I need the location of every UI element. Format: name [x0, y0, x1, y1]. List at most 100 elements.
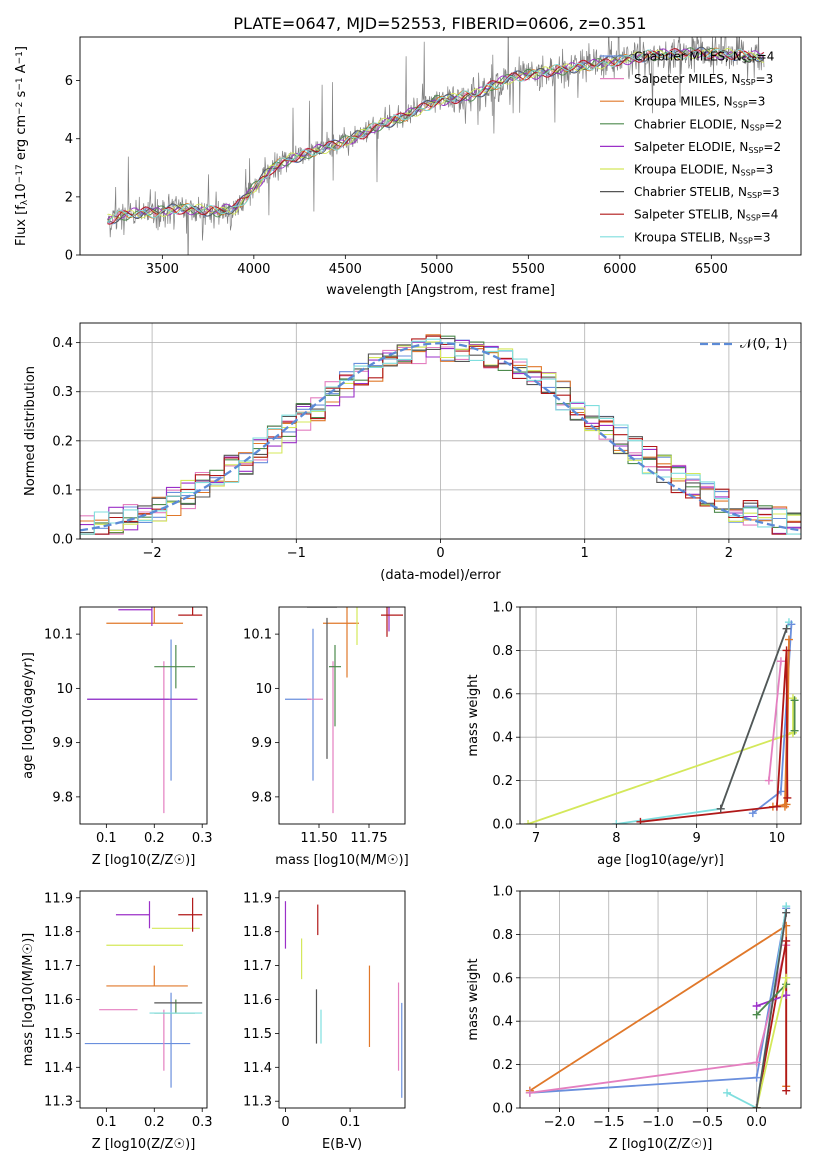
legend-label: 𝒩(0, 1) — [740, 337, 787, 352]
weight-line — [640, 650, 789, 823]
axes-frame — [79, 36, 802, 256]
legend-sub: SSP — [741, 78, 756, 87]
weight-marker — [525, 1088, 534, 1097]
axes-frame — [519, 606, 802, 825]
errorbar-point — [178, 897, 203, 932]
x-tick-label: −2 — [143, 546, 162, 561]
x-axis-label: Z [log10(Z/Z☉)] — [92, 1137, 196, 1152]
legend-sub: SSP — [741, 169, 756, 178]
y-tick-label: 11.9 — [44, 891, 73, 906]
x-tick-label: −1.5 — [593, 1115, 625, 1130]
weight-line — [616, 621, 790, 824]
label-part: s — [14, 90, 29, 101]
legend-sub: SSP — [738, 236, 753, 245]
spectrum-panel: 3500 4000 4500 5000 5500 6000 6500 0 2 4 6 Flux [fλ… — [14, 36, 802, 298]
weight-marker — [752, 1010, 761, 1019]
residuals-panel: −2 −1 0 1 2 0.0 0.1 0.2 0.3 0.4 (data-model)/error… — [23, 322, 802, 583]
weight-marker — [752, 1058, 761, 1067]
x-axis-label: (data-model)/error — [380, 568, 501, 583]
y-tick-label: 0.3 — [52, 385, 73, 400]
y-tick-label: 11.5 — [44, 1027, 73, 1042]
label-part: ] — [14, 46, 29, 51]
figure-title: PLATE=0647, MJD=52553, FIBERID=0606, z=0… — [233, 14, 646, 33]
errorbar-point — [323, 607, 359, 678]
y-tick-label: 0.2 — [492, 774, 513, 789]
legend-label: Salpeter ELODIE, NSSP=2 — [634, 140, 781, 155]
legend-name: Kroupa MILES, N — [634, 95, 733, 109]
axes-frame — [79, 322, 802, 540]
residual-histogram — [80, 338, 801, 539]
x-tick-label: 8 — [612, 831, 620, 846]
x-tick-label: 0.1 — [96, 831, 117, 846]
legend-name: Salpeter ELODIE, N — [634, 140, 748, 154]
legend-nssp: =3 — [756, 72, 774, 86]
y-tick-label: 9.8 — [52, 790, 73, 805]
y-axis-label: Normed distribution — [23, 366, 38, 496]
mass-vs-Z-panel: 0.1 0.2 0.3 11.3 11.4 11.5 11.6 11.7 11.8 11.9 Z [… — [21, 890, 213, 1152]
legend-nssp: =3 — [753, 230, 771, 244]
y-tick-label: 11.4 — [44, 1061, 73, 1076]
y-axis-label: mass weight — [466, 674, 481, 756]
legend-name: Salpeter STELIB, N — [634, 208, 746, 222]
legend-label: Kroupa MILES, NSSP=3 — [634, 95, 765, 110]
legend-label: Kroupa ELODIE, NSSP=3 — [634, 163, 773, 178]
weight-marker — [612, 820, 621, 824]
x-tick-label: 10 — [769, 831, 786, 846]
legend-nssp: =3 — [756, 163, 774, 177]
y-tick-label: 1.0 — [492, 885, 513, 900]
y-tick-label: 0.4 — [52, 336, 73, 351]
label-part: λ — [20, 199, 30, 205]
weight-marker — [782, 1086, 791, 1095]
legend-name: Chabrier ELODIE, N — [634, 117, 750, 131]
weight-marker — [723, 1088, 732, 1097]
legend-label: Salpeter STELIB, NSSP=4 — [634, 208, 778, 223]
x-tick-label: 0.3 — [192, 831, 213, 846]
label-part: −1 — [15, 51, 25, 64]
label-part: Flux [f — [14, 205, 29, 246]
y-tick-label: 0.6 — [492, 687, 513, 702]
y-tick-label: 6 — [65, 74, 73, 89]
weight-marker — [790, 696, 799, 705]
legend-sub: SSP — [746, 214, 761, 223]
legend-nssp: =3 — [762, 185, 780, 199]
age-vs-Z-panel: 0.1 0.2 0.3 9.8 9.9 10 10.1 Z [log10(Z/Z☉)] age … — [21, 606, 213, 868]
y-tick-label: 11.5 — [243, 1027, 272, 1042]
label-part: −17 — [15, 164, 25, 183]
legend-name: Kroupa ELODIE, N — [634, 163, 741, 177]
weight-marker — [764, 776, 773, 785]
legend-name: Kroupa STELIB, N — [634, 230, 738, 244]
y-tick-label: 11.8 — [243, 925, 272, 940]
mass-vs-EBV-panel: 0 0.1 11.3 11.4 11.5 11.6 11.7 11.8 11.9 E(B-V) — [243, 890, 406, 1152]
errorbar-plot-area — [84, 897, 203, 1088]
errorbar-plot-area — [285, 607, 403, 814]
y-tick-label: 2 — [65, 190, 73, 205]
x-tick-label: 0.1 — [96, 1115, 117, 1130]
x-tick-label: 0 — [436, 546, 444, 561]
weight-marker — [782, 936, 791, 945]
weight-marker — [772, 802, 781, 811]
legend-name: Salpeter MILES, N — [634, 72, 741, 86]
weight-marker — [787, 620, 796, 629]
weight-marker — [524, 820, 533, 824]
spectrum-plot-area — [107, 37, 765, 255]
weight-line — [719, 628, 788, 810]
weight-marker — [636, 817, 645, 824]
y-tick-label: 0.1 — [52, 483, 73, 498]
legend-label: Chabrier STELIB, NSSP=3 — [634, 185, 780, 200]
x-axis-label: E(B-V) — [322, 1137, 362, 1152]
x-tick-label: 0.2 — [144, 831, 165, 846]
legend-nssp: =2 — [763, 140, 781, 154]
y-tick-label: 9.9 — [251, 736, 272, 751]
age-vs-mass-panel: 11.50 11.75 9.8 9.9 10 10.1 mass [log10(M/M☉)] — [243, 606, 409, 868]
y-tick-label: 0.0 — [52, 533, 73, 548]
x-tick-label: 0.1 — [340, 1115, 361, 1130]
errorbar-point — [329, 644, 341, 727]
x-axis-label: age [log10(age/yr)] — [597, 853, 724, 868]
y-tick-label: 11.4 — [243, 1061, 272, 1076]
y-tick-label: 11.6 — [243, 993, 272, 1008]
y-axis-label: mass weight — [466, 958, 481, 1040]
y-tick-label: 11.6 — [44, 993, 73, 1008]
y-tick-label: 10 — [255, 682, 272, 697]
